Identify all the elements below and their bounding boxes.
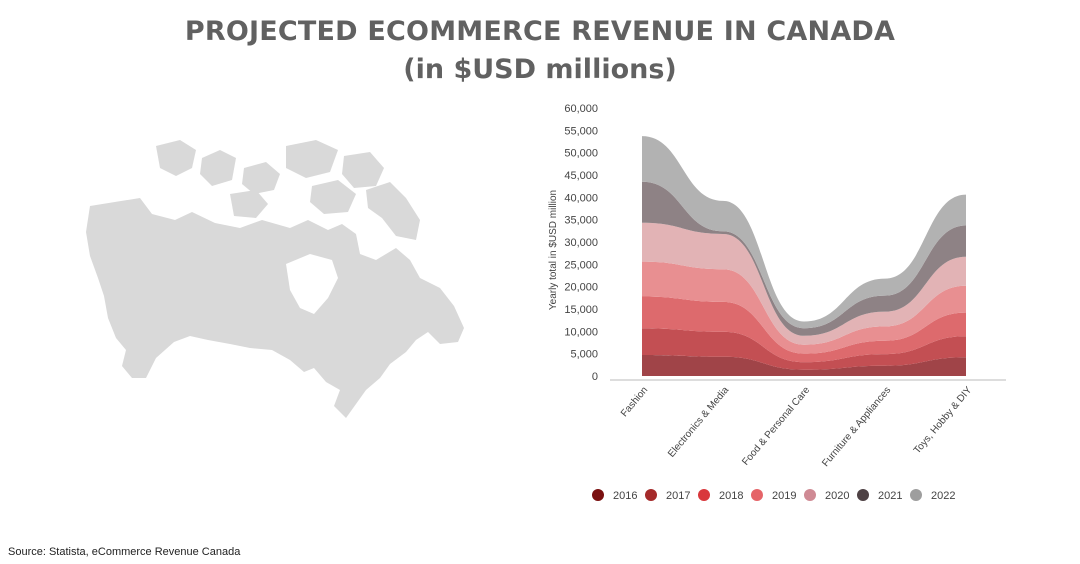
- legend-label-2016: 2016: [613, 490, 637, 502]
- y-tick-label: 25,000: [564, 259, 598, 271]
- area-2016: [642, 355, 966, 376]
- y-tick-label: 0: [592, 371, 598, 383]
- x-axis-ticks: Fashion Electronics & Media Food & Persona…: [619, 385, 975, 469]
- x-tick-label: Food & Personal Care: [740, 385, 812, 468]
- y-tick-label: 35,000: [564, 215, 598, 227]
- legend-label-2020: 2020: [825, 490, 849, 502]
- y-tick-label: 10,000: [564, 326, 598, 338]
- area-2021: [642, 181, 966, 336]
- y-tick-label: 50,000: [564, 148, 598, 160]
- y-tick-label: 55,000: [564, 125, 598, 137]
- y-tick-label: 5,000: [570, 349, 598, 361]
- chart-subtitle: (in $USD millions): [403, 54, 677, 85]
- area-2017: [642, 328, 966, 370]
- canada-mainland-shape: [86, 198, 464, 418]
- chart-title: PROJECTED ECOMMERCE REVENUE IN CANADA: [184, 16, 896, 47]
- legend-marker-2019: [751, 489, 763, 501]
- y-tick-label: 30,000: [564, 237, 598, 249]
- y-tick-label: 40,000: [564, 192, 598, 204]
- arctic-island-5: [342, 152, 384, 188]
- legend-marker-2022: [910, 489, 922, 501]
- stacked-area-chart: 0 5,000 10,000 15,000 20,000 25,000 30,000 35,0…: [548, 103, 1006, 502]
- legend-label-2022: 2022: [931, 490, 955, 502]
- y-axis-label: Yearly total in $USD million: [548, 190, 559, 310]
- hudson-bay: [286, 254, 338, 314]
- legend-label-2019: 2019: [772, 490, 796, 502]
- legend-marker-2020: [804, 489, 816, 501]
- area-2022: [642, 136, 966, 329]
- y-axis-ticks: 0 5,000 10,000 15,000 20,000 25,000 30,000 35,0…: [564, 103, 598, 383]
- arctic-island-4: [286, 140, 338, 178]
- y-tick-label: 15,000: [564, 304, 598, 316]
- legend-label-2021: 2021: [878, 490, 902, 502]
- legend: 2016 2017 2018 2019 2020 2021 2022: [592, 489, 955, 502]
- area-series: [642, 136, 966, 376]
- source-note: Source: Statista, eCommerce Revenue Cana…: [8, 546, 241, 558]
- arctic-island-7: [230, 190, 268, 218]
- y-tick-label: 60,000: [564, 103, 598, 115]
- y-tick-label: 45,000: [564, 170, 598, 182]
- area-2020: [642, 222, 966, 345]
- legend-marker-2017: [645, 489, 657, 501]
- legend-label-2018: 2018: [719, 490, 743, 502]
- legend-marker-2016: [592, 489, 604, 501]
- x-tick-label: Toys, Hobby & DIY: [912, 385, 975, 457]
- area-2018: [642, 296, 966, 363]
- y-tick-label: 20,000: [564, 282, 598, 294]
- baffin-island: [366, 182, 420, 240]
- legend-marker-2018: [698, 489, 710, 501]
- legend-marker-2021: [857, 489, 869, 501]
- arctic-island-1: [156, 140, 196, 176]
- canada-map: [86, 140, 464, 418]
- x-tick-label: Furniture & Appliances: [820, 385, 893, 469]
- legend-label-2017: 2017: [666, 490, 690, 502]
- area-2019: [642, 261, 966, 354]
- arctic-island-2: [200, 150, 236, 186]
- x-tick-label: Electronics & Media: [666, 385, 732, 460]
- x-tick-label: Fashion: [619, 385, 650, 419]
- arctic-island-3: [242, 162, 280, 194]
- arctic-island-6: [310, 180, 356, 214]
